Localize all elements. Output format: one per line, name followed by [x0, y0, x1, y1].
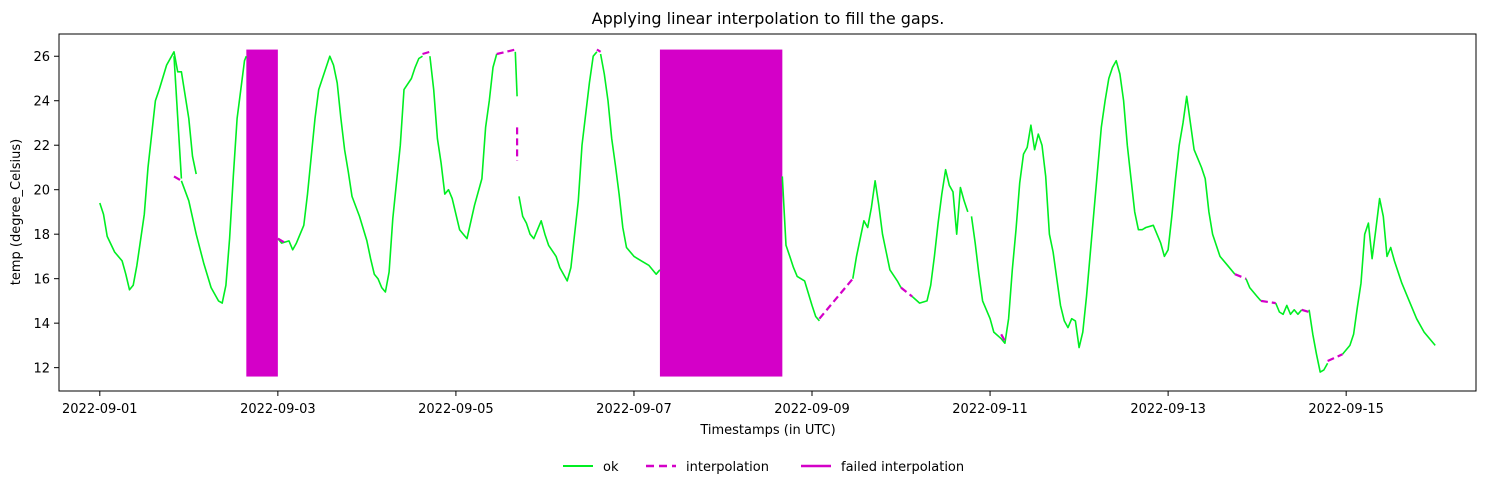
y-axis-label: temp (degree_Celsius) [9, 139, 24, 285]
ok-line-segment-12 [1245, 278, 1262, 302]
y-axis-ticks: 12 14 16 18 20 22 24 26 [33, 50, 59, 377]
ok-line-segment-9 [852, 180, 902, 288]
ok-line-segment-1 [173, 56, 183, 179]
ok-line-segment-2 [180, 55, 248, 304]
ok-line-segment-7 [599, 53, 661, 276]
legend-label-failed-interpolation: failed interpolation [841, 460, 964, 475]
x-tick-label-2: 2022-09-05 [418, 402, 494, 417]
ok-line-segment-14 [1308, 309, 1329, 373]
x-tick-label-1: 2022-09-03 [240, 402, 316, 417]
ok-line-segment-15 [1341, 197, 1436, 355]
interpolation-line-segment-11 [1301, 308, 1310, 314]
ok-line-segment-0 [99, 50, 197, 291]
interpolation-line-segment-5 [596, 48, 602, 53]
failed-interpolation-span-1 [659, 49, 783, 377]
interpolation-line-segment-3 [496, 48, 516, 56]
plot-frame [58, 33, 1477, 392]
failed-interpolation-span-0 [246, 49, 278, 377]
interpolation-line-segment-2 [422, 50, 431, 56]
interpolation-line-segment-0 [173, 175, 182, 182]
x-tick-label-5: 2022-09-11 [952, 402, 1028, 417]
ok-line-segment-10 [911, 168, 969, 304]
x-axis-ticks: 2022-09-01 2022-09-03 2022-09-05 2022-09-07… [62, 391, 1384, 417]
y-tick-label-5: 22 [33, 139, 50, 154]
ok-line-segment-4 [429, 53, 498, 240]
interpolation-line-segment-1 [277, 237, 286, 245]
legend-label-ok: ok [603, 460, 619, 475]
x-tick-label-4: 2022-09-09 [774, 402, 850, 417]
interpolation-line-segment-6 [818, 277, 854, 320]
interpolation-line-segment-10 [1260, 299, 1276, 305]
x-tick-label-6: 2022-09-13 [1130, 402, 1206, 417]
ok-line-segment-6 [518, 51, 598, 282]
y-tick-label-2: 16 [33, 273, 50, 288]
interpolation-line-segment-9 [1234, 273, 1247, 280]
y-tick-label-4: 20 [33, 184, 50, 199]
ok-line-segment-11 [970, 59, 1236, 349]
legend-label-interpolation: interpolation [686, 460, 769, 475]
interpolation-line-segment-7 [900, 286, 913, 298]
y-tick-label-6: 24 [33, 95, 50, 110]
ok-line-segment-3 [277, 55, 423, 293]
interpolation-line-segment-12 [1327, 353, 1343, 363]
interpolation-line-segment-8 [1000, 333, 1006, 342]
series-lines [99, 48, 1436, 373]
failed-interpolation-spans [246, 49, 783, 377]
y-tick-label-0: 12 [33, 362, 50, 377]
legend: ok interpolation failed interpolation [563, 460, 964, 475]
x-tick-label-7: 2022-09-15 [1308, 402, 1384, 417]
ok-line-segment-13 [1274, 302, 1303, 316]
ok-line-segment-8 [781, 176, 821, 322]
y-tick-label-3: 18 [33, 228, 50, 243]
y-tick-label-7: 26 [33, 50, 50, 65]
x-axis-label: Timestamps (in UTC) [699, 423, 835, 438]
x-tick-label-0: 2022-09-01 [62, 402, 138, 417]
y-tick-label-1: 14 [33, 317, 50, 332]
x-tick-label-3: 2022-09-07 [596, 402, 672, 417]
chart-title: Applying linear interpolation to fill th… [592, 9, 945, 28]
ok-line-segment-5 [514, 51, 518, 97]
